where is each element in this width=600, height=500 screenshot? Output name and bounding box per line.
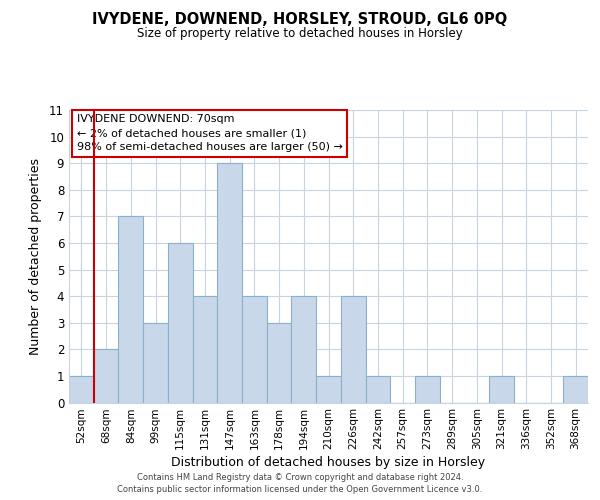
Bar bbox=[267, 322, 292, 402]
Bar bbox=[563, 376, 588, 402]
Bar bbox=[193, 296, 217, 403]
Bar bbox=[365, 376, 390, 402]
Bar bbox=[341, 296, 365, 403]
Bar bbox=[143, 322, 168, 402]
Bar bbox=[292, 296, 316, 403]
Bar bbox=[69, 376, 94, 402]
Text: Size of property relative to detached houses in Horsley: Size of property relative to detached ho… bbox=[137, 28, 463, 40]
X-axis label: Distribution of detached houses by size in Horsley: Distribution of detached houses by size … bbox=[172, 456, 485, 469]
Bar bbox=[217, 163, 242, 402]
Bar bbox=[168, 243, 193, 402]
Bar bbox=[316, 376, 341, 402]
Text: Contains HM Land Registry data © Crown copyright and database right 2024.
Contai: Contains HM Land Registry data © Crown c… bbox=[118, 472, 482, 494]
Y-axis label: Number of detached properties: Number of detached properties bbox=[29, 158, 42, 355]
Text: IVYDENE DOWNEND: 70sqm
← 2% of detached houses are smaller (1)
98% of semi-detac: IVYDENE DOWNEND: 70sqm ← 2% of detached … bbox=[77, 114, 343, 152]
Bar bbox=[118, 216, 143, 402]
Bar bbox=[489, 376, 514, 402]
Bar bbox=[242, 296, 267, 403]
Bar bbox=[415, 376, 440, 402]
Bar bbox=[94, 350, 118, 403]
Text: IVYDENE, DOWNEND, HORSLEY, STROUD, GL6 0PQ: IVYDENE, DOWNEND, HORSLEY, STROUD, GL6 0… bbox=[92, 12, 508, 28]
